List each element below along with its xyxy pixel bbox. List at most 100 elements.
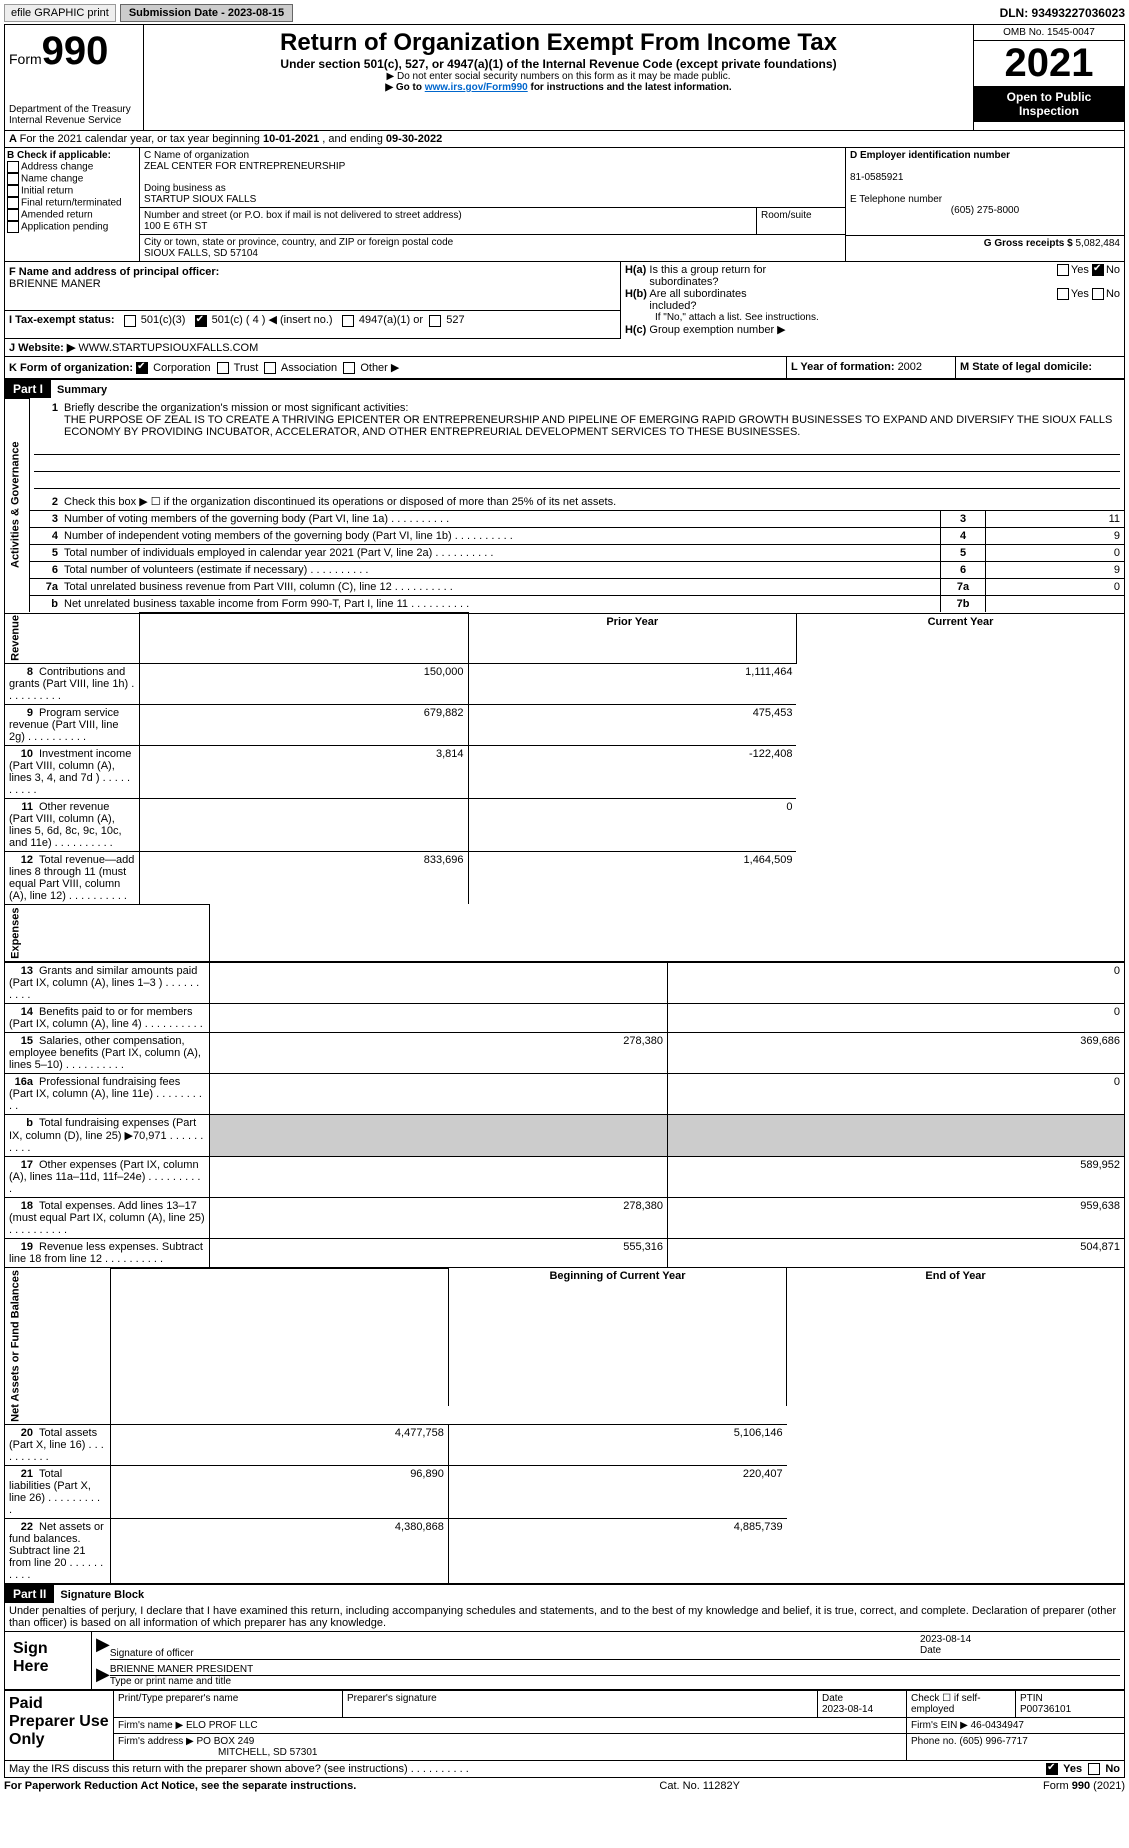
dba-name: STARTUP SIOUX FALLS <box>144 194 256 205</box>
website: WWW.STARTUPSIOUXFALLS.COM <box>78 342 258 354</box>
d-label: D Employer identification number <box>850 150 1010 161</box>
row-a-pre: For the 2021 calendar year, or tax year … <box>20 133 263 145</box>
box-l: L Year of formation: 2002 <box>787 357 956 378</box>
box-b-title: B Check if applicable: <box>7 150 111 161</box>
row-k: K Form of organization: Corporation Trus… <box>5 357 787 378</box>
note-ssn: ▶ Do not enter social security numbers o… <box>148 71 969 82</box>
side-expenses: Expenses <box>5 905 210 962</box>
prep-date: 2023-08-14 <box>822 1704 873 1715</box>
org-name: ZEAL CENTER FOR ENTREPRENEURSHIP <box>144 161 345 172</box>
phone: (605) 275-8000 <box>850 205 1120 216</box>
l-label: L Year of formation: <box>791 361 898 373</box>
chk-corp[interactable] <box>136 362 148 374</box>
chk-ha-no[interactable] <box>1092 264 1104 276</box>
city: SIOUX FALLS, SD 57104 <box>144 248 258 259</box>
chk-other[interactable] <box>343 362 355 374</box>
sig-date: 2023-08-14 <box>920 1634 1120 1645</box>
row-j: J Website: ▶ WWW.STARTUPSIOUXFALLS.COM <box>5 339 1124 357</box>
box-c-name: C Name of organization ZEAL CENTER FOR E… <box>140 148 845 208</box>
note-goto-pre: ▶ Go to <box>385 82 424 93</box>
lbl-pending: Application pending <box>21 222 108 233</box>
f-label: F Name and address of principal officer: <box>9 266 219 278</box>
chk-501c[interactable] <box>195 315 207 327</box>
firm-name: ELO PROF LLC <box>186 1720 258 1731</box>
tax-year: 2021 <box>974 41 1124 86</box>
open-to-public: Open to Public Inspection <box>974 86 1124 122</box>
officer-name-title: BRIENNE MANER PRESIDENT <box>110 1664 1120 1676</box>
form-title: Return of Organization Exempt From Incom… <box>148 29 969 57</box>
self-emp: Check ☐ if self-employed <box>907 1690 1016 1718</box>
chk-assoc[interactable] <box>264 362 276 374</box>
lbl-amended: Amended return <box>21 210 93 221</box>
paid-preparer: Paid Preparer Use Only <box>5 1690 114 1760</box>
q1: Briefly describe the organization's miss… <box>64 402 408 414</box>
city-label: City or town, state or province, country… <box>144 237 453 248</box>
yes3: Yes <box>1063 1763 1082 1775</box>
chk-initial[interactable] <box>7 185 19 197</box>
chk-amended[interactable] <box>7 209 19 221</box>
ptin-lbl: PTIN <box>1020 1693 1043 1704</box>
opt-trust: Trust <box>234 362 259 374</box>
form-subtitle: Under section 501(c), 527, or 4947(a)(1)… <box>148 57 969 71</box>
footer-mid: Cat. No. 11282Y <box>659 1780 740 1792</box>
col-beg: Beginning of Current Year <box>448 1268 786 1406</box>
col-prior: Prior Year <box>468 613 796 664</box>
opt-501c: 501(c) ( 4 ) ◀ (insert no.) <box>212 314 333 326</box>
chk-discuss-no[interactable] <box>1088 1763 1100 1775</box>
chk-trust[interactable] <box>217 362 229 374</box>
chk-address-change[interactable] <box>7 161 19 173</box>
ptin: P00736101 <box>1020 1704 1071 1715</box>
form-label: Form <box>9 51 42 67</box>
opt-501c3: 501(c)(3) <box>141 314 186 326</box>
firm-addr2: MITCHELL, SD 57301 <box>118 1747 318 1758</box>
irs-link[interactable]: www.irs.gov/Form990 <box>425 82 528 93</box>
footer: For Paperwork Reduction Act Notice, see … <box>4 1778 1125 1794</box>
chk-pending[interactable] <box>7 221 19 233</box>
part2-title: Signature Block <box>54 1587 150 1603</box>
chk-501c3[interactable] <box>124 315 136 327</box>
addr-cell: Number and street (or P.O. box if mail i… <box>140 208 757 235</box>
chk-4947[interactable] <box>342 315 354 327</box>
submission-btn[interactable]: Submission Date - 2023-08-15 <box>120 4 293 22</box>
lbl-name-change: Name change <box>21 174 83 185</box>
e-label: E Telephone number <box>850 194 942 205</box>
box-f: F Name and address of principal officer:… <box>5 262 620 311</box>
yes-lbl: Yes <box>1071 264 1089 276</box>
dba-label: Doing business as <box>144 183 226 194</box>
mission: THE PURPOSE OF ZEAL IS TO CREATE A THRIV… <box>34 414 1120 438</box>
type-name-label: Type or print name and title <box>110 1676 231 1687</box>
opt-corp: Corporation <box>153 362 210 374</box>
year-formation: 2002 <box>898 361 922 373</box>
box-d-e: D Employer identification number 81-0585… <box>846 148 1125 235</box>
prep-name-lbl: Print/Type preparer's name <box>118 1693 238 1704</box>
form-990: Form990 Department of the Treasury Inter… <box>4 24 1125 1778</box>
chk-final[interactable] <box>7 197 19 209</box>
part1-hdr: Part I <box>5 380 51 398</box>
chk-hb-no[interactable] <box>1092 288 1104 300</box>
box-g: G Gross receipts $ 5,082,484 <box>846 235 1125 261</box>
lbl-address-change: Address change <box>21 162 93 173</box>
col-curr: Current Year <box>796 613 1124 664</box>
no-lbl2: No <box>1106 288 1120 300</box>
chk-hb-yes[interactable] <box>1057 288 1069 300</box>
side-governance: Activities & Governance <box>5 398 30 612</box>
chk-ha-yes[interactable] <box>1057 264 1069 276</box>
sig-officer-label: Signature of officer <box>110 1634 920 1660</box>
firm-ein: 46-0434947 <box>971 1720 1024 1731</box>
chk-discuss-yes[interactable] <box>1046 1763 1058 1775</box>
gross-receipts: 5,082,484 <box>1076 238 1121 249</box>
hb-note: If "No," attach a list. See instructions… <box>625 312 1120 323</box>
no3: No <box>1105 1763 1120 1775</box>
top-bar: efile GRAPHIC print Submission Date - 20… <box>4 4 1125 22</box>
footer-right: Form 990 (2021) <box>1043 1780 1125 1792</box>
addr-label: Number and street (or P.O. box if mail i… <box>144 210 462 221</box>
tax-year-begin: 10-01-2021 <box>263 133 319 145</box>
chk-name-change[interactable] <box>7 173 19 185</box>
city-cell: City or town, state or province, country… <box>140 235 845 261</box>
box-m: M State of legal domicile: <box>956 357 1125 378</box>
side-net: Net Assets or Fund Balances <box>5 1268 110 1425</box>
prep-sig-lbl: Preparer's signature <box>347 1693 437 1704</box>
chk-527[interactable] <box>429 315 441 327</box>
prep-phone-lbl: Phone no. <box>911 1736 959 1747</box>
header-right: OMB No. 1545-0047 2021 Open to Public In… <box>974 25 1125 131</box>
